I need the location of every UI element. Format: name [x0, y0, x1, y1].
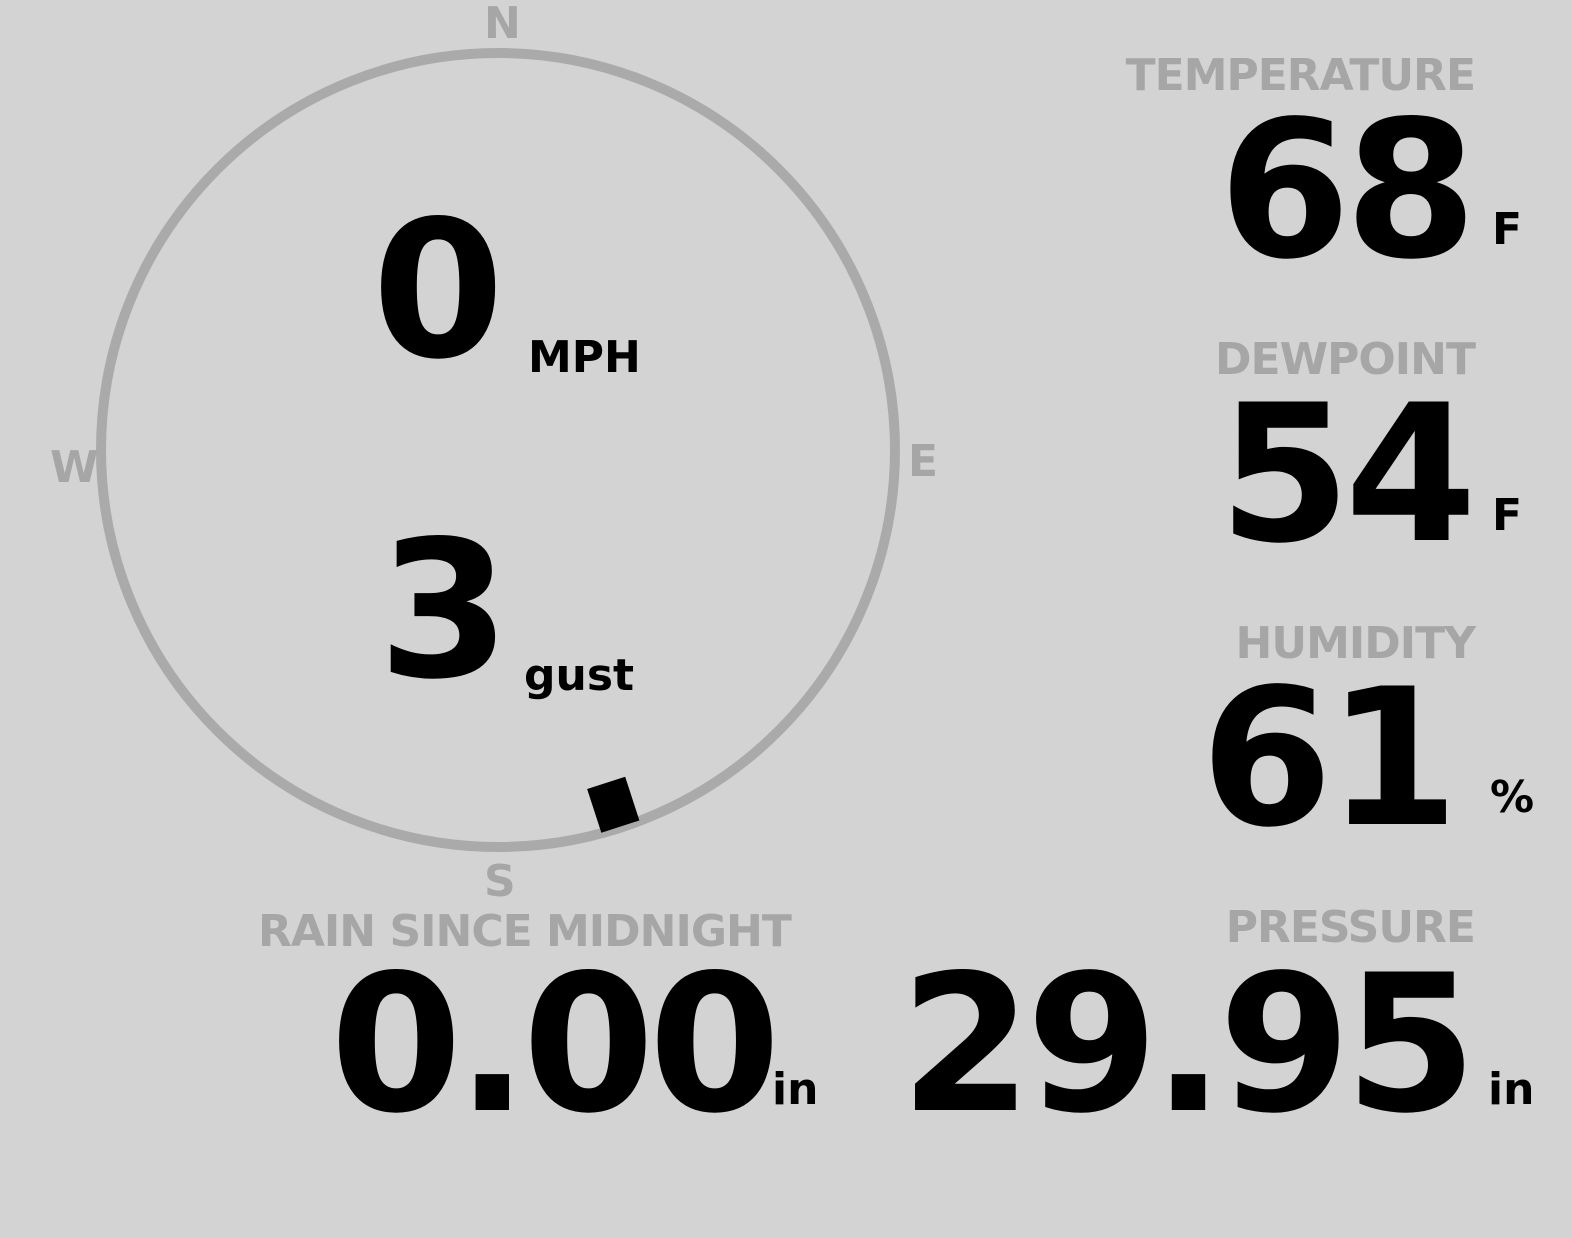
temperature-unit: F [1492, 204, 1523, 255]
wind-direction-marker [587, 776, 640, 833]
pressure-label: PRESSURE [1225, 902, 1476, 953]
humidity-unit: % [1490, 772, 1535, 823]
compass-east: E [908, 436, 939, 487]
wind-gust-value: 3 [378, 500, 510, 721]
wind-speed-unit: MPH [528, 332, 641, 383]
dewpoint-unit: F [1492, 490, 1523, 541]
rain-value: 0.00 [330, 934, 781, 1155]
humidity-value: 61 [1200, 648, 1459, 869]
compass-north: N [484, 0, 521, 49]
dewpoint-value: 54 [1218, 364, 1477, 585]
wind-compass [96, 48, 900, 852]
pressure-value: 29.95 [900, 934, 1477, 1155]
temperature-value: 68 [1218, 80, 1477, 301]
compass-west: W [50, 442, 99, 493]
rain-label: RAIN SINCE MIDNIGHT [258, 906, 792, 957]
compass-south: S [484, 856, 516, 907]
pressure-unit: in [1488, 1064, 1535, 1115]
humidity-label: HUMIDITY [1235, 618, 1476, 669]
temperature-label: TEMPERATURE [1125, 50, 1476, 101]
dewpoint-label: DEWPOINT [1215, 334, 1476, 385]
wind-speed-value: 0 [372, 180, 504, 401]
rain-unit: in [772, 1064, 819, 1115]
compass-ring [96, 48, 900, 852]
wind-gust-label: gust [524, 650, 635, 701]
